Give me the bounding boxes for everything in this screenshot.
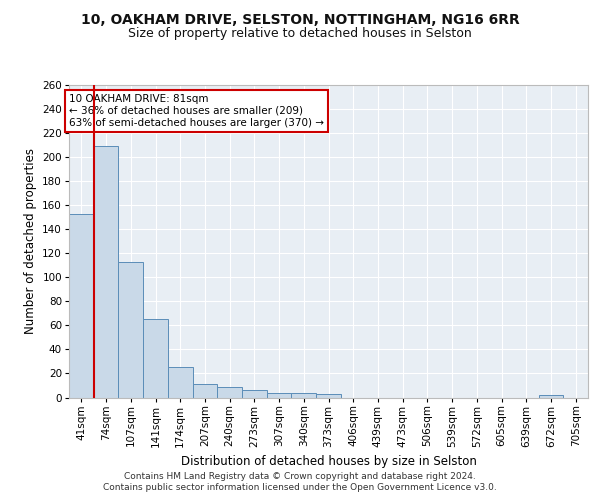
Bar	[242, 390, 267, 398]
Bar	[143, 320, 168, 398]
Bar	[118, 262, 143, 398]
Bar	[193, 384, 217, 398]
Bar	[217, 386, 242, 398]
X-axis label: Distribution of detached houses by size in Selston: Distribution of detached houses by size …	[181, 455, 476, 468]
Text: Size of property relative to detached houses in Selston: Size of property relative to detached ho…	[128, 28, 472, 40]
Bar	[267, 392, 292, 398]
Bar	[292, 392, 316, 398]
Bar	[316, 394, 341, 398]
Text: Contains HM Land Registry data © Crown copyright and database right 2024.
Contai: Contains HM Land Registry data © Crown c…	[103, 472, 497, 492]
Text: 10, OAKHAM DRIVE, SELSTON, NOTTINGHAM, NG16 6RR: 10, OAKHAM DRIVE, SELSTON, NOTTINGHAM, N…	[80, 12, 520, 26]
Bar	[539, 395, 563, 398]
Bar	[69, 214, 94, 398]
Bar	[94, 146, 118, 398]
Text: 10 OAKHAM DRIVE: 81sqm
← 36% of detached houses are smaller (209)
63% of semi-de: 10 OAKHAM DRIVE: 81sqm ← 36% of detached…	[69, 94, 324, 128]
Bar	[168, 368, 193, 398]
Y-axis label: Number of detached properties: Number of detached properties	[24, 148, 37, 334]
